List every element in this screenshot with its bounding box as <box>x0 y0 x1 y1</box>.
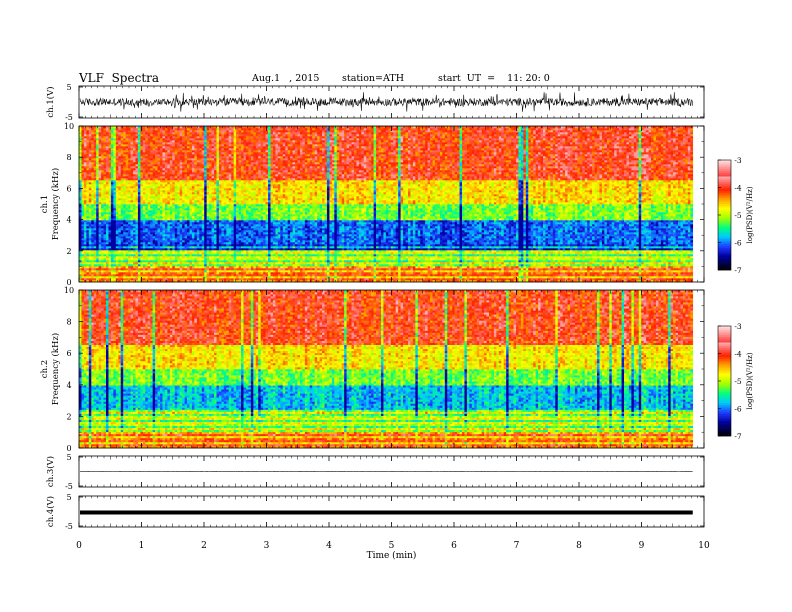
colorbar-tick-label: -3 <box>734 322 742 331</box>
colorbar-tick-label: -4 <box>734 184 742 193</box>
ch2-spectrogram-ytick-label: 10 <box>64 286 74 295</box>
ch2-spectrogram-ytick-label: 2 <box>66 412 71 421</box>
ch2-spectrogram-channel-label: ch.2 <box>40 360 50 378</box>
x-tick-label: 2 <box>201 541 207 551</box>
ch3-waveform-ylabel: ch.3(V) <box>45 456 56 487</box>
ch2-spectrogram-heatmap <box>79 290 693 448</box>
ch4-waveform-ylabel: ch.4(V) <box>45 496 56 527</box>
colorbar-tick-label: -5 <box>734 377 742 386</box>
ch1-spectrogram-ytick-label: 6 <box>66 184 71 193</box>
ch1-waveform-trace <box>80 92 693 112</box>
colorbar-label: log(PSD)(V²/Hz) <box>746 186 754 243</box>
ch2-spectrogram-ytick-label: 6 <box>66 349 71 358</box>
x-tick-label: 9 <box>639 541 645 551</box>
x-tick-label: 0 <box>76 541 82 551</box>
ch1-spectrogram-ytick-label: 8 <box>66 153 71 162</box>
x-axis-label: Time (min) <box>367 550 417 561</box>
colorbar-tick-label: -7 <box>734 266 742 275</box>
x-tick-label: 3 <box>264 541 270 551</box>
colorbar-tick-label: -6 <box>734 405 742 414</box>
ch1-spectrogram-heatmap <box>79 126 693 282</box>
ch1-spectrogram-ylabel: Frequency (kHz) <box>50 168 61 240</box>
x-tick-label: 7 <box>514 541 520 551</box>
x-tick-label: 8 <box>576 541 582 551</box>
x-tick-label: 5 <box>389 541 395 551</box>
ch1-waveform-ytick-label: 5 <box>66 83 71 92</box>
ch1-spectrogram-ytick-label: 4 <box>66 216 71 225</box>
ch2-spectrogram-ylabel: Frequency (kHz) <box>50 333 61 405</box>
ch3-waveform-ytick-label: -5 <box>65 482 73 491</box>
ch2-spectrogram-ytick-label: 4 <box>66 381 71 390</box>
colorbar-label: log(PSD)(V²/Hz) <box>746 352 754 409</box>
colorbar-tick-label: -4 <box>734 350 742 359</box>
ch2-spectrogram-ytick-label: 8 <box>66 318 71 327</box>
x-tick-label: 4 <box>326 541 332 551</box>
ch1-spectrogram-channel-label: ch.1 <box>40 195 50 213</box>
vlf-spectra-figure: 5-5ch.1(V)0246810ch.1 Frequency (kHz)-3-4… <box>0 0 792 612</box>
colorbar-tick-label: -3 <box>734 156 742 165</box>
ch2-spectrogram-ytick-label: 0 <box>66 444 71 453</box>
ch1-spectrogram-ytick-label: 10 <box>64 122 74 131</box>
ch4-waveform-ytick-label: -5 <box>65 522 73 531</box>
colorbar-tick-label: -7 <box>734 432 742 441</box>
colorbar-tick-label: -5 <box>734 211 742 220</box>
x-tick-label: 1 <box>139 541 145 551</box>
ch3-waveform-ytick-label: 5 <box>66 453 71 462</box>
ch1-waveform-ytick-label: -5 <box>65 113 73 122</box>
x-tick-label: 6 <box>451 541 457 551</box>
colorbar-tick-label: -6 <box>734 239 742 248</box>
ch1-spectrogram-ytick-label: 2 <box>66 247 71 256</box>
x-tick-label: 10 <box>698 541 710 551</box>
ch4-waveform-ytick-label: 5 <box>66 493 71 502</box>
ch1-waveform-ylabel: ch.1(V) <box>45 86 56 117</box>
